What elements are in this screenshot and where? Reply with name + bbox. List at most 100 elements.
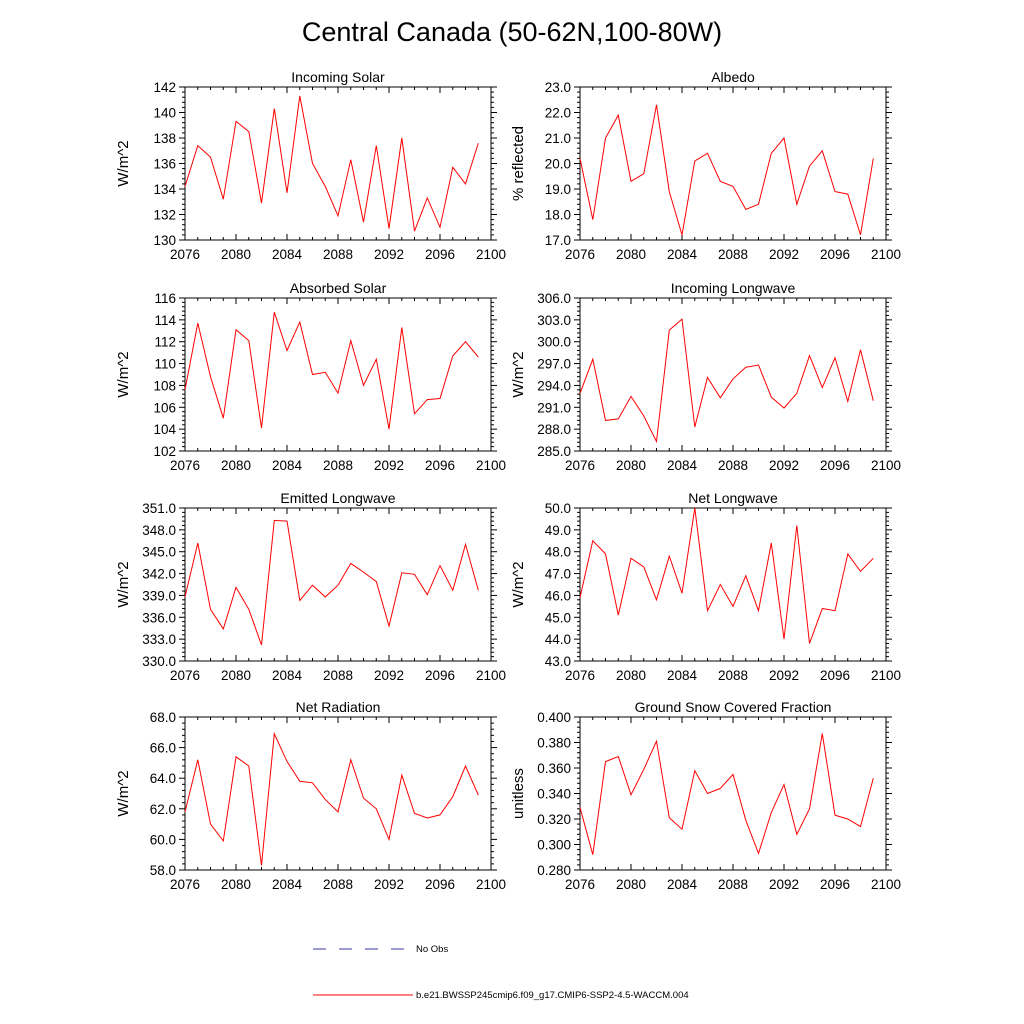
y-tick-label: 132 (153, 208, 176, 223)
y-tick-label: 21.0 (545, 131, 571, 146)
figure-title: Central Canada (50-62N,100-80W) (302, 17, 722, 47)
series-line (579, 733, 874, 855)
x-tick-label: 2092 (769, 247, 799, 262)
x-tick-label: 2076 (170, 877, 200, 892)
y-axis-label: W/m^2 (115, 561, 132, 607)
x-tick-label: 2080 (616, 877, 646, 892)
x-tick-label: 2092 (769, 668, 799, 683)
y-tick-label: 20.0 (545, 157, 571, 172)
plot-frame (579, 86, 887, 241)
y-tick-label: 19.0 (545, 182, 571, 197)
x-tick-label: 2080 (221, 668, 251, 683)
x-tick-label: 2080 (221, 458, 251, 473)
y-tick-label: 62.0 (150, 802, 176, 817)
y-tick-label: 47.0 (545, 567, 571, 582)
y-tick-label: 58.0 (150, 863, 176, 878)
panel-title: Absorbed Solar (290, 280, 387, 296)
y-tick-label: 306.0 (537, 291, 571, 306)
y-tick-label: 0.400 (537, 710, 571, 725)
x-tick-label: 2096 (425, 458, 455, 473)
x-tick-label: 2088 (718, 458, 748, 473)
x-tick-label: 2092 (374, 247, 404, 262)
series-line (579, 104, 874, 236)
x-tick-label: 2100 (871, 458, 901, 473)
y-tick-label: 0.360 (537, 761, 571, 776)
x-tick-label: 2100 (871, 247, 901, 262)
y-tick-label: 50.0 (545, 501, 571, 516)
y-axis-label: W/m^2 (510, 561, 527, 607)
chart-panel: Incoming Longwave W/m^2 2076 2080 2084 2088 20… (510, 280, 901, 473)
x-tick-label: 2100 (476, 668, 506, 683)
chart-panel: Ground Snow Covered Fraction unitless 2076… (510, 699, 901, 892)
series-line (184, 519, 479, 646)
chart-panel: Net Longwave W/m^2 2076 2080 2084 2088 2092 209… (510, 490, 901, 683)
panels: Incoming Solar W/m^2 2076 2080 2084 2088 2092 2… (115, 69, 901, 892)
y-tick-label: 351.0 (142, 501, 176, 516)
x-tick-label: 2096 (425, 247, 455, 262)
x-tick-label: 2096 (820, 877, 850, 892)
y-tick-label: 0.340 (537, 787, 571, 802)
y-tick-label: 0.280 (537, 863, 571, 878)
y-tick-label: 285.0 (537, 444, 571, 459)
x-tick-label: 2084 (272, 668, 303, 683)
x-tick-label: 2088 (718, 877, 748, 892)
chart-panel: Albedo % reflected 2076 2080 2084 2088 2092 209… (510, 69, 901, 262)
y-tick-label: 288.0 (537, 422, 571, 437)
x-tick-label: 2080 (221, 247, 251, 262)
y-tick-label: 136 (153, 157, 176, 172)
y-tick-label: 294.0 (537, 378, 571, 393)
x-tick-label: 2092 (374, 458, 404, 473)
y-tick-label: 0.320 (537, 812, 571, 827)
x-tick-label: 2084 (667, 668, 698, 683)
x-tick-label: 2100 (871, 877, 901, 892)
y-tick-label: 48.0 (545, 545, 571, 560)
y-tick-label: 44.0 (545, 632, 571, 647)
y-tick-label: 297.0 (537, 357, 571, 372)
y-tick-label: 68.0 (150, 710, 176, 725)
y-tick-label: 22.0 (545, 106, 571, 121)
y-tick-label: 110 (154, 357, 176, 372)
y-tick-label: 142 (153, 80, 176, 95)
x-tick-label: 2084 (667, 458, 698, 473)
y-tick-label: 342.0 (142, 567, 176, 582)
y-tick-label: 345.0 (142, 545, 176, 560)
x-tick-label: 2080 (616, 458, 646, 473)
y-tick-label: 130 (153, 233, 176, 248)
x-tick-label: 2088 (323, 877, 353, 892)
x-tick-label: 2076 (565, 668, 595, 683)
y-tick-label: 104 (153, 422, 176, 437)
y-tick-label: 108 (153, 378, 176, 393)
y-tick-label: 45.0 (545, 610, 571, 625)
panel-title: Net Radiation (296, 699, 381, 715)
series-line (579, 318, 874, 444)
y-tick-label: 333.0 (142, 632, 176, 647)
x-tick-label: 2088 (718, 668, 748, 683)
x-tick-label: 2088 (718, 247, 748, 262)
x-tick-label: 2096 (820, 668, 850, 683)
series-line (184, 312, 479, 430)
y-tick-label: 0.300 (537, 838, 571, 853)
y-tick-label: 291.0 (537, 400, 571, 415)
x-tick-label: 2096 (425, 877, 455, 892)
x-tick-label: 2088 (323, 668, 353, 683)
x-tick-label: 2096 (820, 458, 850, 473)
plot-frame (184, 297, 492, 452)
x-tick-label: 2080 (616, 247, 646, 262)
y-tick-label: 303.0 (537, 313, 571, 328)
series-line (579, 507, 874, 644)
x-tick-label: 2096 (820, 247, 850, 262)
x-tick-label: 2092 (769, 458, 799, 473)
y-tick-label: 18.0 (545, 208, 571, 223)
plot-frame (579, 507, 887, 662)
x-tick-label: 2100 (871, 668, 901, 683)
y-tick-label: 17.0 (545, 233, 571, 248)
panel-title: Ground Snow Covered Fraction (635, 699, 832, 715)
x-tick-label: 2096 (425, 668, 455, 683)
y-tick-label: 339.0 (142, 588, 176, 603)
y-tick-label: 336.0 (142, 610, 176, 625)
y-tick-label: 64.0 (150, 771, 176, 786)
y-tick-label: 330.0 (142, 654, 176, 669)
y-axis-label: W/m^2 (115, 140, 132, 186)
panel-title: Incoming Longwave (671, 280, 796, 296)
panel-title: Albedo (711, 69, 755, 85)
